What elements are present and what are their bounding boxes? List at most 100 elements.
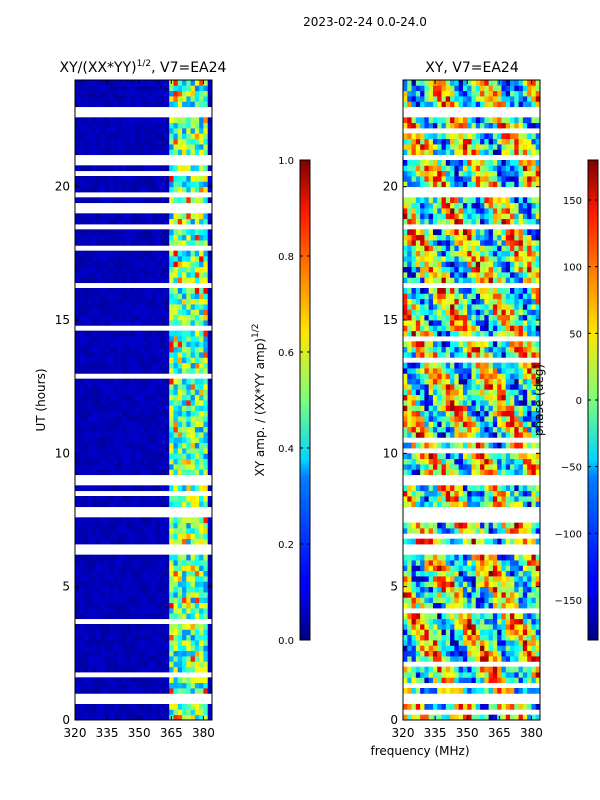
heatmap-cell [462, 442, 468, 449]
heatmap-cell [83, 586, 89, 593]
heatmap-cell [113, 469, 119, 476]
heatmap-cell [104, 677, 110, 684]
heatmap-cell [194, 181, 200, 188]
heatmap-cell [83, 250, 89, 257]
heatmap-cell [130, 384, 136, 390]
heatmap-cell [117, 704, 123, 710]
heatmap-cell [441, 464, 447, 470]
heatmap-cell [428, 432, 434, 438]
heatmap-cell [403, 320, 408, 326]
heatmap-cell [182, 138, 187, 145]
heatmap-cell [484, 522, 490, 529]
heatmap-cell [169, 666, 174, 673]
heatmap-cell [83, 442, 89, 449]
heatmap-cell [484, 618, 490, 625]
heatmap-cell [113, 336, 119, 342]
heatmap-cell [462, 330, 468, 337]
heatmap-cell [186, 485, 191, 492]
heatmap-cell [87, 602, 93, 609]
heatmap-cell [143, 522, 149, 529]
heatmap-cell [480, 560, 485, 566]
heatmap-cell [139, 592, 144, 598]
heatmap-cell [100, 186, 106, 193]
heatmap-cell [207, 266, 213, 273]
heatmap-cell [160, 330, 166, 337]
heatmap-cell [113, 176, 119, 182]
heatmap-cell [428, 320, 434, 326]
heatmap-cell [126, 357, 132, 364]
heatmap-cell [420, 613, 425, 620]
heatmap-cell [531, 453, 537, 460]
heatmap-cell [458, 602, 464, 609]
heatmap-cell [177, 133, 183, 140]
heatmap-cell [147, 453, 153, 460]
heatmap-cell [480, 368, 485, 374]
heatmap-cell [462, 325, 468, 332]
heatmap-cell [432, 528, 438, 534]
heatmap-cell [160, 96, 166, 102]
heatmap-cell [441, 490, 447, 497]
heatmap-cell [467, 618, 472, 625]
heatmap-cell [432, 597, 438, 604]
heatmap-cell [415, 309, 421, 316]
heatmap-cell [143, 256, 149, 262]
heatmap-cell [164, 133, 170, 140]
heatmap-cell [109, 597, 114, 604]
heatmap-cell [480, 384, 485, 390]
heatmap-cell [445, 645, 451, 652]
heatmap-cell [83, 661, 89, 668]
heatmap-cell [87, 117, 93, 124]
heatmap-cell [100, 261, 106, 268]
heatmap-cell [186, 410, 191, 417]
heatmap-cell [113, 330, 119, 337]
heatmap-cell [467, 656, 472, 662]
heatmap-cell [467, 672, 472, 678]
heatmap-cell [109, 320, 114, 326]
heatmap-cell [437, 586, 442, 593]
heatmap-cell [462, 352, 468, 358]
heatmap-cell [420, 384, 425, 390]
heatmap-cell [428, 400, 434, 406]
heatmap-cell [139, 517, 144, 524]
heatmap-cell [462, 490, 468, 497]
heatmap-cell [510, 314, 515, 321]
heatmap-cell [160, 165, 166, 172]
heatmap-cell [177, 336, 183, 342]
heatmap-cell [117, 320, 123, 326]
heatmap-cell [139, 608, 144, 614]
heatmap-cell [194, 522, 200, 529]
heatmap-cell [122, 133, 127, 140]
heatmap-cell [173, 197, 179, 204]
heatmap-cell [480, 688, 485, 694]
heatmap-cell [407, 384, 412, 390]
heatmap-cell [428, 442, 434, 449]
heatmap-cell [92, 464, 97, 470]
heatmap-cell [194, 133, 200, 140]
heatmap-cell [492, 602, 498, 609]
heatmap-cell [96, 629, 102, 636]
heatmap-cell [531, 410, 537, 417]
heatmap-cell [203, 586, 209, 593]
heatmap-cell [134, 80, 140, 86]
heatmap-cell [104, 629, 110, 636]
heatmap-cell [475, 394, 481, 401]
heatmap-cell [100, 485, 106, 492]
heatmap-cell [87, 592, 93, 598]
heatmap-cell [420, 501, 425, 508]
heatmap-cell [480, 586, 485, 593]
heatmap-cell [199, 400, 204, 406]
heatmap-cell [147, 218, 153, 225]
heatmap-cell [126, 101, 132, 108]
heatmap-cell [194, 613, 200, 620]
heatmap-cell [467, 458, 472, 465]
heatmap-cell [207, 661, 213, 668]
heatmap-cell [484, 650, 490, 657]
heatmap-cell [109, 528, 114, 534]
heatmap-cell [535, 352, 541, 358]
heatmap-cell [186, 394, 191, 401]
heatmap-cell [428, 592, 434, 598]
heatmap-cell [510, 704, 515, 710]
heatmap-cell [109, 133, 114, 140]
heatmap-cell [126, 293, 132, 300]
heatmap-cell [441, 645, 447, 652]
